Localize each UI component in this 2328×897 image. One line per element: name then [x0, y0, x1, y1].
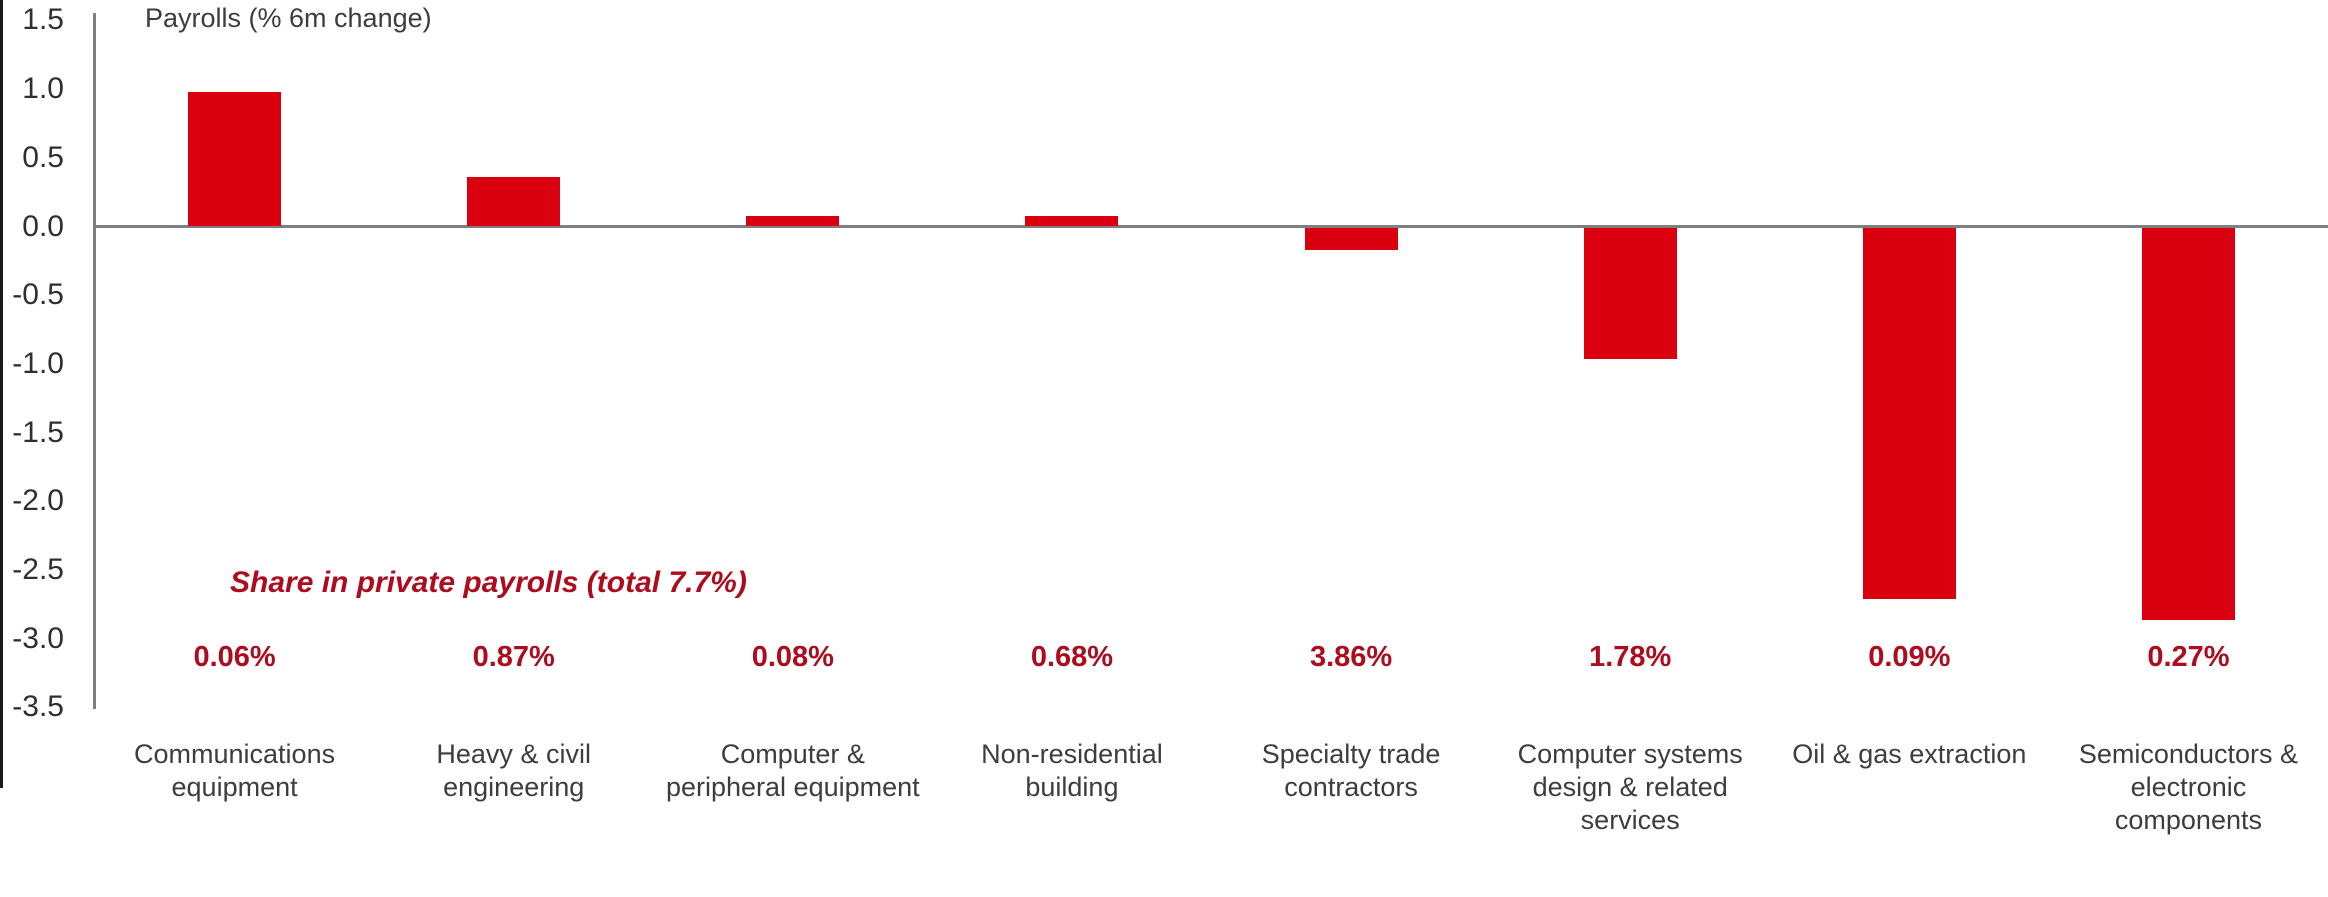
category-label: Heavy & civil engineering [436, 739, 591, 802]
y-tick-label: -1.5 [12, 415, 64, 449]
y-tick-label: 1.5 [22, 3, 64, 37]
bar [1304, 228, 1398, 250]
category-label: Computer systems design & related servic… [1517, 739, 1743, 835]
share-label: 0.87% [472, 641, 555, 673]
category-label: Computer & peripheral equipment [665, 739, 920, 802]
share-label: 0.09% [1868, 641, 1951, 673]
y-tick-label: -3.5 [12, 690, 64, 724]
category-label: Oil & gas extraction [1792, 739, 2027, 769]
bar [1025, 215, 1119, 227]
y-tick-label: -2.0 [12, 484, 64, 518]
share-label: 0.06% [193, 641, 276, 673]
y-tick-label: 0.0 [22, 209, 64, 243]
y-tick-label: -1.0 [12, 346, 64, 380]
bar [746, 215, 840, 227]
bar [1862, 228, 1956, 599]
share-label: 3.86% [1309, 641, 1393, 673]
bar [467, 177, 561, 227]
category-label: Communications equipment [134, 739, 336, 802]
share-label: 0.68% [1030, 641, 1114, 673]
y-tick-label: -3.0 [12, 621, 64, 655]
y-tick-label: -0.5 [12, 278, 64, 312]
y-tick-label: -2.5 [12, 553, 64, 586]
bar [2141, 228, 2235, 620]
y-tick-label: 1.0 [22, 72, 64, 106]
y-axis-line [93, 13, 96, 709]
category-label: Non-residential building [981, 739, 1163, 802]
left-edge-border [0, 0, 3, 788]
bar [188, 91, 282, 227]
y-tick-label: 0.5 [22, 140, 64, 174]
share-label: 1.78% [1589, 641, 1672, 673]
category-label: Specialty trade contractors [1261, 739, 1441, 802]
category-label: Semiconductors & electronic components [2078, 739, 2298, 835]
chart-title: Payrolls (% 6m change) [145, 3, 432, 33]
share-label: 0.27% [2147, 641, 2230, 673]
share-label: 0.08% [751, 641, 834, 673]
zero-baseline [93, 225, 2328, 228]
bar [1583, 228, 1677, 359]
share-annotation-title: Share in private payrolls (total 7.7%) [230, 566, 747, 599]
